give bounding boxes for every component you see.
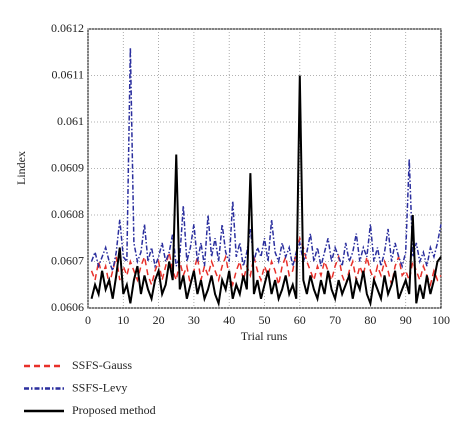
x-tick-label: 10 (117, 313, 129, 327)
series-line (90, 75, 442, 308)
legend-label: SSFS-Gauss (72, 358, 132, 372)
y-tick-label: 0.0611 (51, 67, 84, 81)
y-tick-label: 0.0608 (51, 207, 84, 221)
series-line (90, 47, 442, 274)
y-tick-label: 0.0606 (51, 300, 84, 314)
legend-label: Proposed method (72, 403, 156, 417)
x-axis-label: Trial runs (241, 329, 288, 343)
x-tick-label: 30 (188, 313, 200, 327)
x-tick-label: 90 (400, 313, 412, 327)
x-tick-label: 40 (223, 313, 235, 327)
x-tick-label: 20 (153, 313, 165, 327)
y-tick-label: 0.0612 (51, 21, 84, 35)
x-tick-label: 50 (259, 313, 271, 327)
y-tick-label: 0.061 (57, 114, 84, 128)
x-tick-label: 100 (432, 313, 450, 327)
x-tick-label: 60 (294, 313, 306, 327)
x-tick-label: 70 (329, 313, 341, 327)
legend-label: SSFS-Levy (72, 380, 127, 394)
x-tick-label: 0 (85, 313, 91, 327)
series-line (90, 235, 442, 288)
y-axis-label: Lindex (14, 151, 28, 185)
x-tick-label: 80 (364, 313, 376, 327)
y-tick-label: 0.0607 (51, 253, 84, 267)
y-tick-label: 0.0609 (51, 160, 84, 174)
